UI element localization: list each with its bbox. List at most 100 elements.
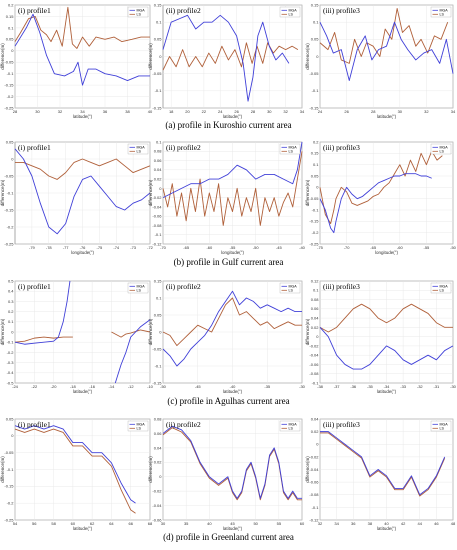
y-tick-label: -0.1 [312,505,320,510]
y-tick-label: -0.25 [4,241,14,246]
y-axis-label: difference(m) [0,456,5,483]
y-tick-label: -0.08 [152,223,162,228]
y-tick-label: -0.02 [152,489,162,494]
x-tick-label: -14 [109,384,116,389]
y-tick-label: -0.15 [309,219,319,224]
y-tick-label: 0.1 [156,295,162,300]
x-tick-label: 32 [318,521,323,526]
series-line-mga [14,13,150,86]
y-tick-label: -0.1 [7,71,15,76]
x-tick-label: -75 [96,245,103,250]
y-tick-label: 0.1 [313,288,319,293]
x-axis-label: latitude(°) [377,526,397,531]
y-tick-label: 0.05 [6,416,15,421]
x-tick-label: -79 [29,245,36,250]
legend-box [279,282,301,294]
y-tick-label: -0.1 [7,340,15,345]
legend-label-ls: LS [137,150,142,154]
panel-title: (ii) profile2 [166,282,201,291]
y-tick-label: -0.12 [152,241,162,246]
y-tick-label: -0.2 [7,94,15,99]
legend-label-mga: MGA [289,285,298,289]
panel-2-0: 0.5 0.4 0.3 0.2 0.1 0 -0.1 -0.2 -0.3 -0.4 -0.5-24 -… [0,278,154,394]
legend-label-ls: LS [289,289,294,293]
x-tick-label: -32 [417,384,424,389]
x-tick-label: -18 [70,384,77,389]
x-tick-label: 60 [71,521,76,526]
x-tick-label: -50 [160,384,167,389]
legend-box [279,420,301,432]
series-line-ls [162,42,299,71]
x-tick-label: -45 [276,245,283,250]
legend-label-ls: LS [440,427,445,431]
x-tick-label: 55 [277,521,282,526]
y-tick-label: -0.1 [312,88,320,93]
y-tick-label: 0 [11,48,14,53]
x-tick-label: -60 [397,245,404,250]
panel-1-0: 0.05 0 -0.05 -0.1 -0.15 -0.2 -0.25 -79 -78 -77 -76… [0,139,154,255]
x-tick-label: 30 [161,521,166,526]
y-tick-label: -0.5 [7,380,15,385]
caption-c: (c) profile in Agulhas current area [167,396,290,406]
y-tick-label: -0.06 [309,480,319,485]
series-line-ls [320,432,446,497]
x-tick-label: -10 [147,384,154,389]
y-tick-label: -0.06 [309,362,319,367]
series-line-mga [114,319,151,384]
y-tick-label: -0.05 [152,346,162,351]
series-line-mga [320,431,446,496]
y-tick-label: -0.1 [155,363,163,368]
x-tick-label: -70 [344,245,351,250]
y-tick-label: -0.15 [4,83,14,88]
x-tick-label: -50 [450,245,457,250]
panel-title: (iii) profile3 [323,420,360,429]
y-tick-label: -0.1 [7,467,15,472]
legend-box [430,143,452,155]
y-tick-label: 0.15 [311,2,320,7]
x-tick-label: 18 [169,109,174,114]
x-axis-label: latitude(°) [73,389,93,394]
x-tick-label: 30 [398,109,403,114]
y-axis-label: difference(m) [148,43,153,70]
y-tick-label: -0.15 [152,380,162,385]
x-tick-label: -35 [367,384,374,389]
panel-title: (iii) profile3 [323,143,360,152]
panel-title: (ii) profile2 [166,420,201,429]
x-tick-label: -76 [80,245,87,250]
series-line-ls [319,150,443,225]
x-tick-label: -30 [450,384,457,389]
x-tick-label: -31 [433,384,440,389]
x-tick-label: 30 [267,109,272,114]
legend-label-mga: MGA [440,285,449,289]
y-axis-label: difference(m) [305,179,310,206]
legend-label-ls: LS [289,427,294,431]
y-tick-label: -0.3 [7,360,15,365]
y-tick-label: 0.2 [8,309,14,314]
y-tick-label: -0.02 [309,343,319,348]
series-line-ls [162,297,302,347]
x-tick-label: -50 [253,245,260,250]
legend-label-mga: MGA [440,9,449,13]
x-tick-label: 22 [202,109,207,114]
x-tick-label: 24 [218,109,223,114]
x-axis-label: latitude(°) [73,526,93,531]
y-tick-label: -0.05 [309,71,319,76]
x-tick-label: 62 [90,521,95,526]
panel-2-1: 0.15 0.1 0.05 0 -0.05 -0.1 -0.15-50 -45 -40 -35 -3… [148,278,306,394]
y-tick-label: -0.4 [7,370,15,375]
y-tick-label: 0.08 [154,149,163,154]
y-tick-label: 0.06 [311,306,320,311]
y-tick-label: 0.05 [311,173,320,178]
x-tick-label: -55 [230,245,237,250]
y-tick-label: -0.1 [7,190,15,195]
series-line-mga [14,148,151,235]
panel-title: (iii) profile3 [323,6,360,15]
series-line-ls [162,427,302,501]
x-tick-label: -33 [400,384,407,389]
x-tick-label: -60 [206,245,213,250]
y-axis-label: difference(m) [0,43,5,70]
series-line-mga [14,280,71,345]
y-tick-label: -0.04 [309,353,319,358]
panel-title: (i) profile1 [18,6,51,15]
legend-label-mga: MGA [440,146,449,150]
